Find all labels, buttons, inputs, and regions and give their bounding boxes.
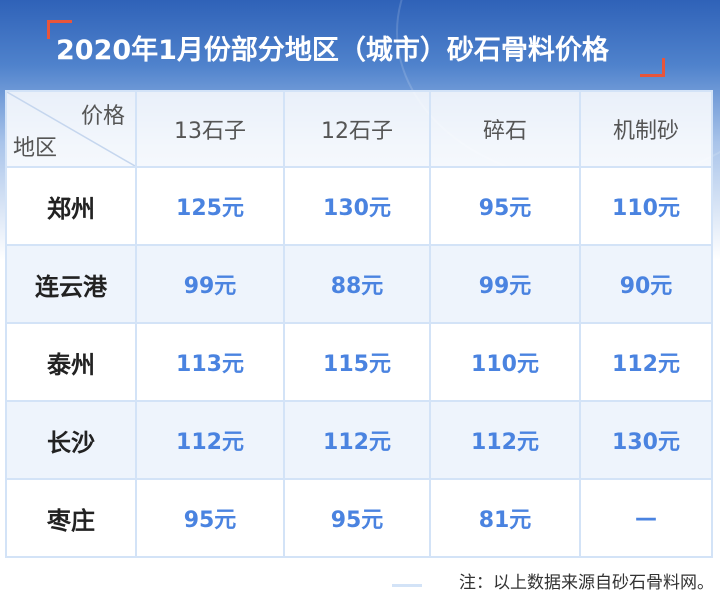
price-cell: —: [579, 478, 713, 558]
table-row: 连云港 99元 88元 99元 90元: [5, 244, 713, 324]
column-header: 13石子: [135, 90, 285, 168]
corner-bracket-decoration: [640, 58, 665, 77]
column-header: 12石子: [283, 90, 431, 168]
price-cell: 95元: [135, 478, 285, 558]
price-cell: 88元: [283, 244, 431, 324]
page-title: 2020年1月份部分地区（城市）砂石骨料价格: [56, 35, 609, 66]
city-cell: 长沙: [5, 400, 137, 480]
price-cell: 81元: [429, 478, 581, 558]
price-cell: 113元: [135, 322, 285, 402]
source-note: 注：以上数据来源自砂石骨料网。: [459, 573, 714, 593]
table-row: 泰州 113元 115元 110元 112元: [5, 322, 713, 402]
price-label: 价格: [80, 104, 125, 129]
city-cell: 泰州: [5, 322, 137, 402]
price-cell: 112元: [283, 400, 431, 480]
price-cell: 130元: [579, 400, 713, 480]
city-cell: 枣庄: [5, 478, 137, 558]
price-table: 价格 地区 13石子 12石子 碎石 机制砂 郑州 125元 130元 95元 …: [5, 90, 713, 558]
price-cell: 99元: [429, 244, 581, 324]
price-cell: 95元: [429, 166, 581, 246]
price-cell: 115元: [283, 322, 431, 402]
table-row: 郑州 125元 130元 95元 110元: [5, 166, 713, 246]
table-row: 枣庄 95元 95元 81元 —: [5, 478, 713, 558]
price-cell: 95元: [283, 478, 431, 558]
price-cell: 99元: [135, 244, 285, 324]
column-header: 机制砂: [579, 90, 713, 168]
table-row: 长沙 112元 112元 112元 130元: [5, 400, 713, 480]
price-cell: 110元: [579, 166, 713, 246]
price-cell: 112元: [579, 322, 713, 402]
table-header-row: 价格 地区 13石子 12石子 碎石 机制砂: [5, 90, 713, 168]
price-cell: 125元: [135, 166, 285, 246]
corner-bracket-decoration: [47, 20, 72, 39]
diagonal-divider: [7, 92, 135, 166]
price-cell: 130元: [283, 166, 431, 246]
price-cell: 112元: [429, 400, 581, 480]
title-block: 2020年1月份部分地区（城市）砂石骨料价格: [40, 18, 680, 78]
price-cell: 90元: [579, 244, 713, 324]
column-header: 碎石: [429, 90, 581, 168]
city-cell: 郑州: [5, 166, 137, 246]
city-cell: 连云港: [5, 244, 137, 324]
price-cell: 110元: [429, 322, 581, 402]
region-label: 地区: [13, 136, 58, 161]
corner-header-cell: 价格 地区: [5, 90, 137, 168]
note-divider: [392, 584, 422, 587]
price-cell: 112元: [135, 400, 285, 480]
